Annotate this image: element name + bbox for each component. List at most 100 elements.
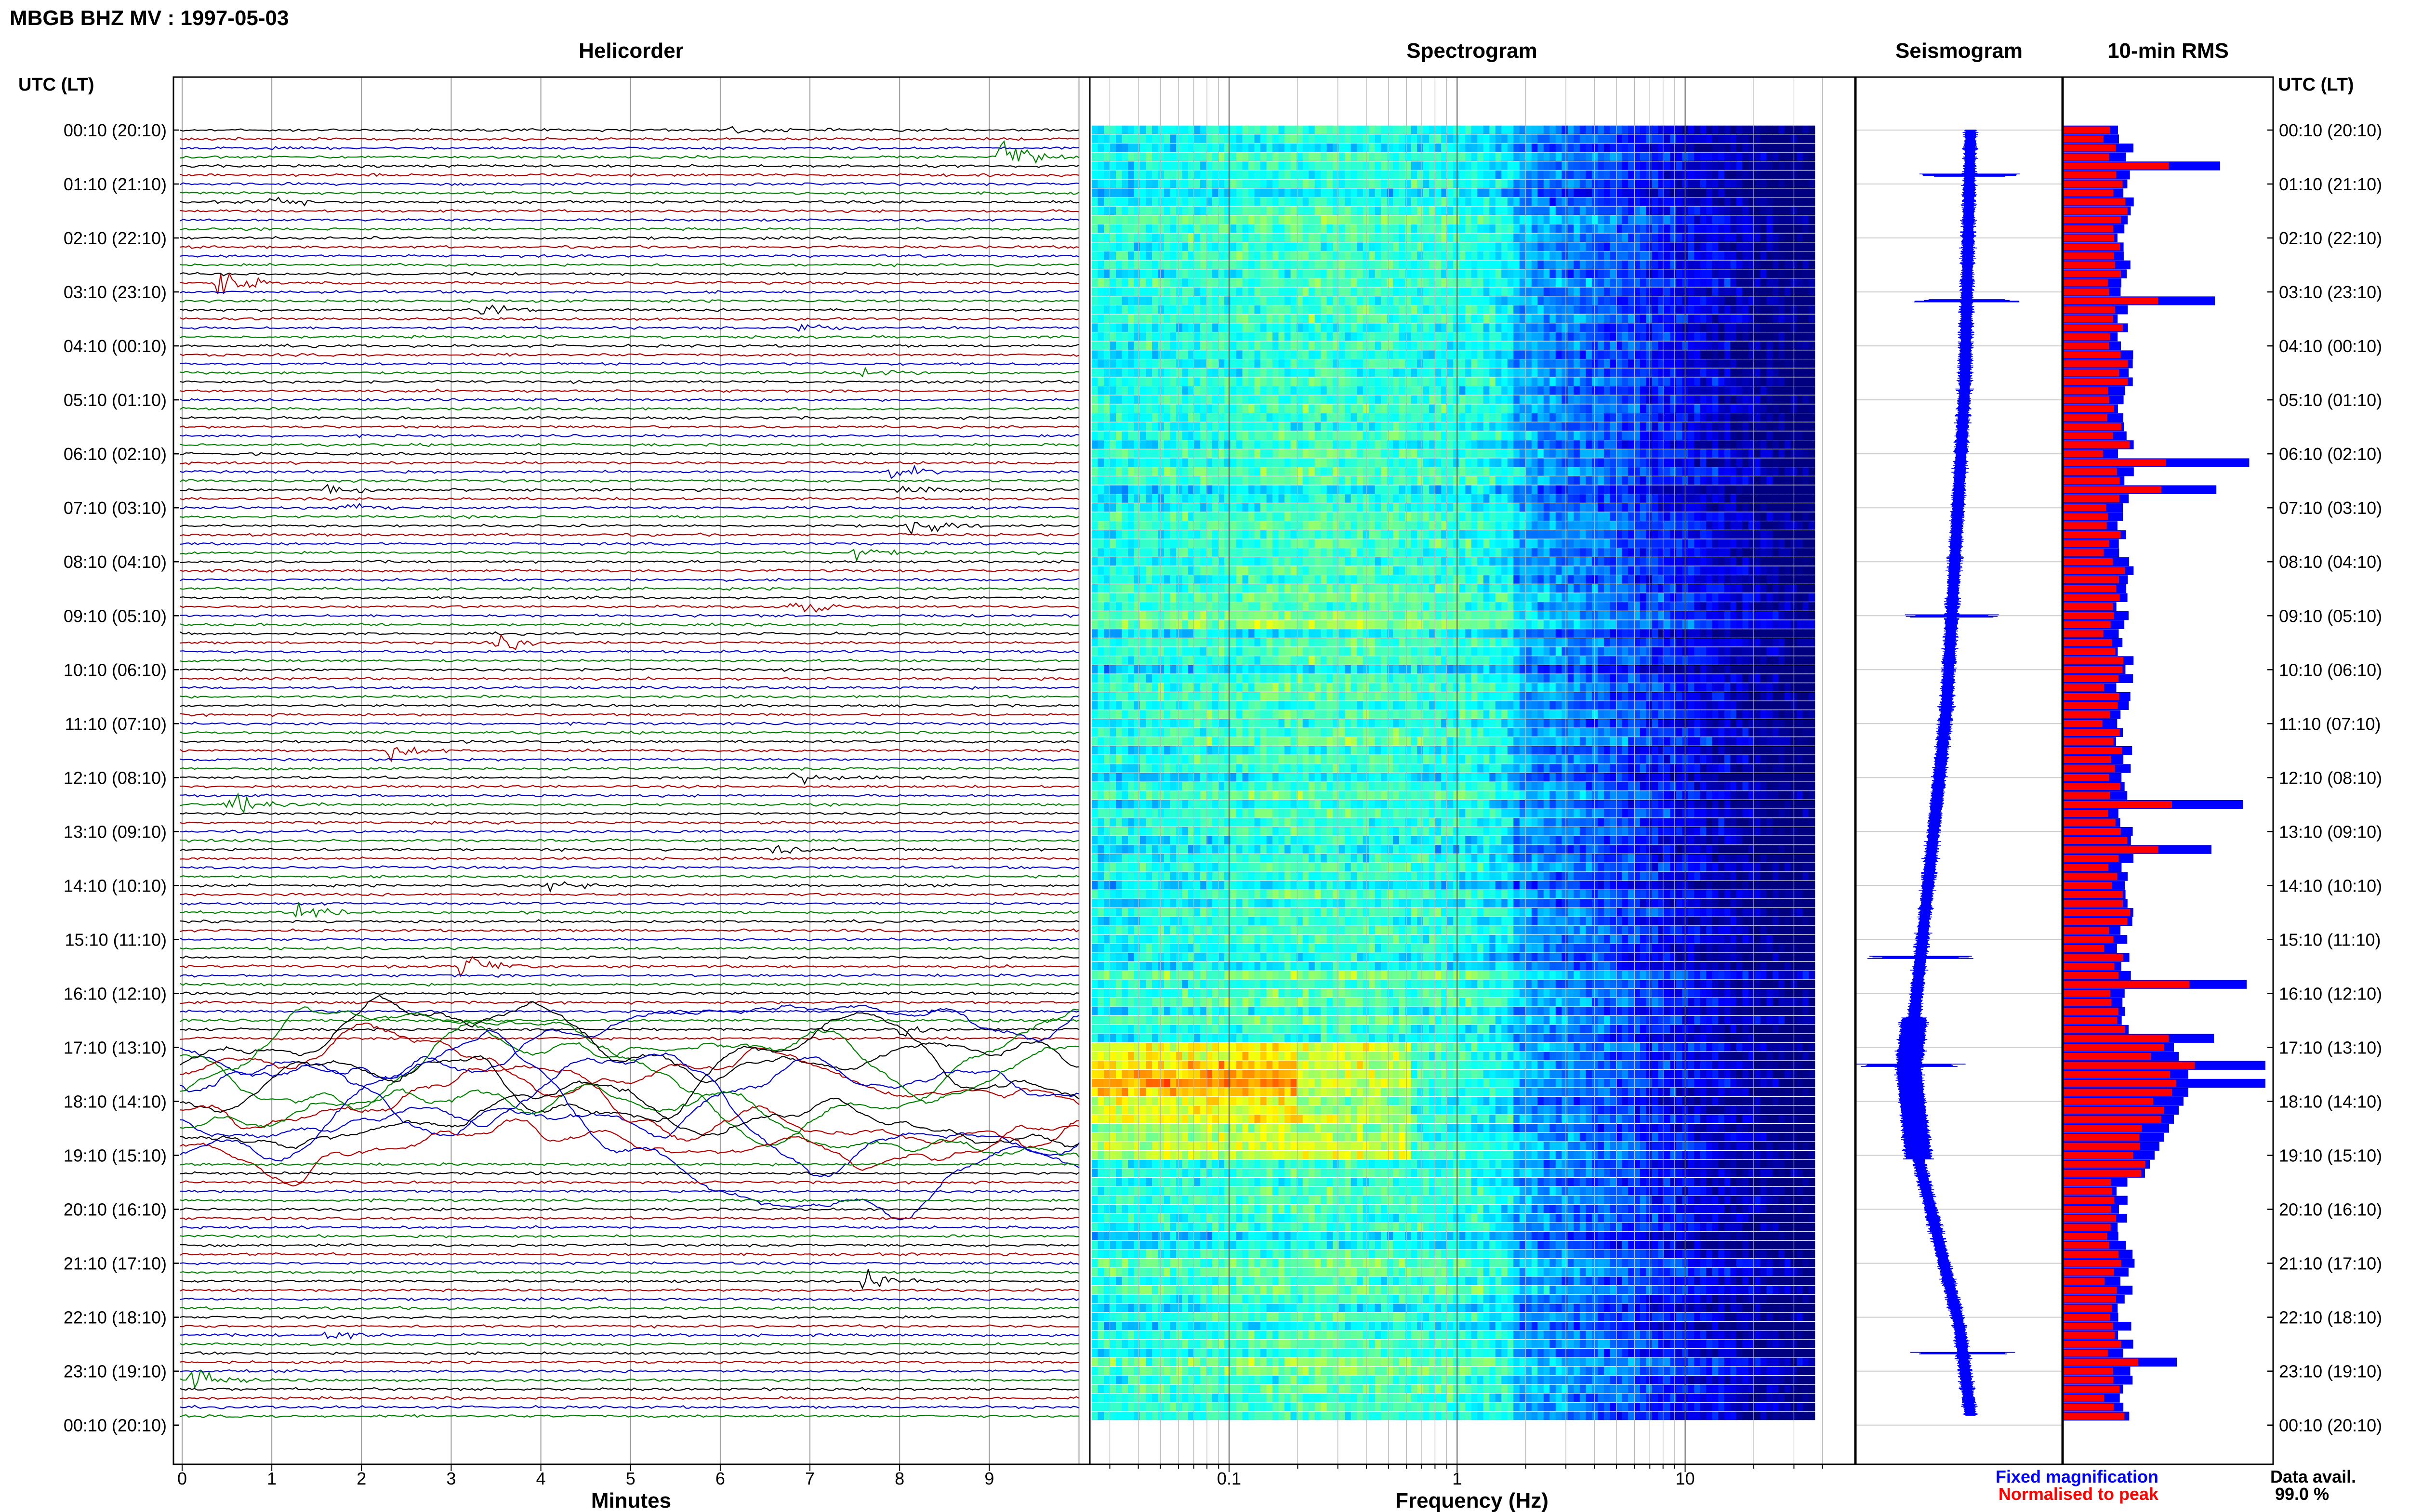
helicorder-trace [180, 559, 1080, 564]
spectrogram-cell [1640, 449, 1647, 458]
spectrogram-cell [1357, 359, 1363, 368]
spectrogram-cell [1766, 350, 1773, 359]
spectrogram-cell [1417, 161, 1424, 170]
helicorder-trace [180, 1018, 1080, 1023]
spectrogram-cell [1152, 458, 1159, 467]
spectrogram-cell [1453, 188, 1460, 197]
spectrogram-cell [1766, 171, 1773, 179]
spectrogram-cell [1200, 224, 1207, 233]
spectrogram-cell [1531, 350, 1538, 359]
spectrogram-cell [1272, 386, 1279, 395]
spectrogram-cell [1399, 467, 1405, 476]
spectrogram-cell [1574, 125, 1580, 134]
spectrogram-cell [1345, 125, 1351, 134]
spectrogram-cell [1278, 152, 1285, 161]
spectrogram-cell [1387, 476, 1393, 485]
spectrogram-cell [1176, 386, 1183, 395]
spectrogram-cell [1754, 278, 1761, 287]
spectrogram-cell [1622, 215, 1628, 224]
spectrogram-cell [1218, 224, 1225, 233]
spectrogram-cell [1350, 233, 1357, 242]
spectrogram-cell [1134, 296, 1140, 305]
spectrogram-cell [1579, 314, 1587, 323]
spectrogram-cell [1387, 233, 1393, 242]
spectrogram-cell [1664, 395, 1671, 404]
spectrogram-cell [1688, 287, 1695, 296]
spectrogram-cell [1465, 197, 1472, 206]
spectrogram-cell [1615, 171, 1623, 179]
spectrogram-cell [1706, 404, 1713, 413]
spectrogram-cell [1718, 296, 1725, 305]
spectrogram-cell [1501, 332, 1508, 341]
spectrogram-cell [1748, 314, 1755, 323]
spectrogram-cell [1218, 215, 1225, 224]
spectrogram-cell [1321, 278, 1327, 287]
spectrogram-cell [1218, 467, 1225, 476]
spectrogram-cell [1218, 359, 1225, 368]
spectrogram-cell [1622, 188, 1628, 197]
spectrogram-cell [1375, 404, 1381, 413]
spectrogram-cell [1116, 467, 1123, 476]
spectrogram-cell [1591, 404, 1599, 413]
spectrogram-cell [1260, 125, 1267, 134]
spectrogram-cell [1615, 467, 1623, 476]
spectrogram-cell [1309, 296, 1315, 305]
spectrogram-cell [1549, 413, 1556, 422]
spectrogram-cell [1531, 386, 1538, 395]
spectrogram-cell [1098, 251, 1104, 260]
spectrogram-cell [1453, 467, 1460, 476]
spectrogram-cell [1164, 458, 1171, 467]
spectrogram-cell [1429, 323, 1436, 332]
spectrogram-cell [1586, 161, 1592, 170]
spectrogram-cell [1314, 152, 1321, 161]
spectrogram-cell [1350, 467, 1357, 476]
spectrogram-cell [1224, 287, 1231, 296]
spectrogram-cell [1562, 404, 1568, 413]
spectrogram-cell [1411, 305, 1417, 314]
helicorder-trace [180, 586, 1080, 591]
spectrogram-cell [1483, 368, 1490, 377]
spectrogram-cell [1640, 404, 1647, 413]
spectrogram-cell [1730, 395, 1737, 404]
spectrogram-cell [1622, 206, 1628, 215]
spectrogram-cell [1230, 144, 1237, 152]
spectrogram-cell [1525, 171, 1532, 179]
spectrogram-cell [1555, 305, 1562, 314]
spectrogram-cell [1441, 260, 1448, 269]
spectrogram-cell [1345, 197, 1351, 206]
spectrogram-cell [1453, 386, 1460, 395]
spectrogram-cell [1766, 242, 1773, 251]
spectrogram-cell [1357, 377, 1363, 386]
spectrogram-cell [1236, 197, 1243, 206]
spectrogram-cell [1411, 458, 1417, 467]
spectrogram-cell [1200, 350, 1207, 359]
spectrogram-cell [1284, 233, 1291, 242]
helicorder-trace [180, 367, 1080, 378]
spectrogram-cell [1634, 224, 1641, 233]
spectrogram-cell [1694, 161, 1701, 170]
spectrogram-cell [1212, 188, 1219, 197]
spectrogram-cell [1290, 485, 1297, 494]
spectrogram-cell [1537, 215, 1544, 224]
spectrogram-cell [1748, 206, 1755, 215]
spectrogram-cell [1242, 269, 1249, 278]
spectrogram-cell [1429, 305, 1436, 314]
spectrogram-cell [1640, 377, 1647, 386]
spectrogram-cell [1393, 278, 1400, 287]
spectrogram-cell [1302, 215, 1309, 224]
spectrogram-cell [1712, 224, 1719, 233]
spectrogram-cell [1417, 350, 1424, 359]
spectrogram-cell [1748, 332, 1755, 341]
spectrogram-cell [1345, 476, 1351, 485]
spectrogram-cell [1555, 476, 1562, 485]
spectrogram-cell [1562, 251, 1568, 260]
helicorder-trace [180, 227, 1080, 232]
spectrogram-cell [1579, 404, 1587, 413]
spectrogram-cell [1236, 341, 1243, 350]
spectrogram-cell [1562, 395, 1568, 404]
spectrogram-cell [1104, 341, 1111, 350]
spectrogram-cell [1290, 171, 1297, 179]
spectrogram-cell [1748, 197, 1755, 206]
spectrogram-cell [1429, 359, 1436, 368]
spectrogram-cell [1664, 431, 1671, 440]
